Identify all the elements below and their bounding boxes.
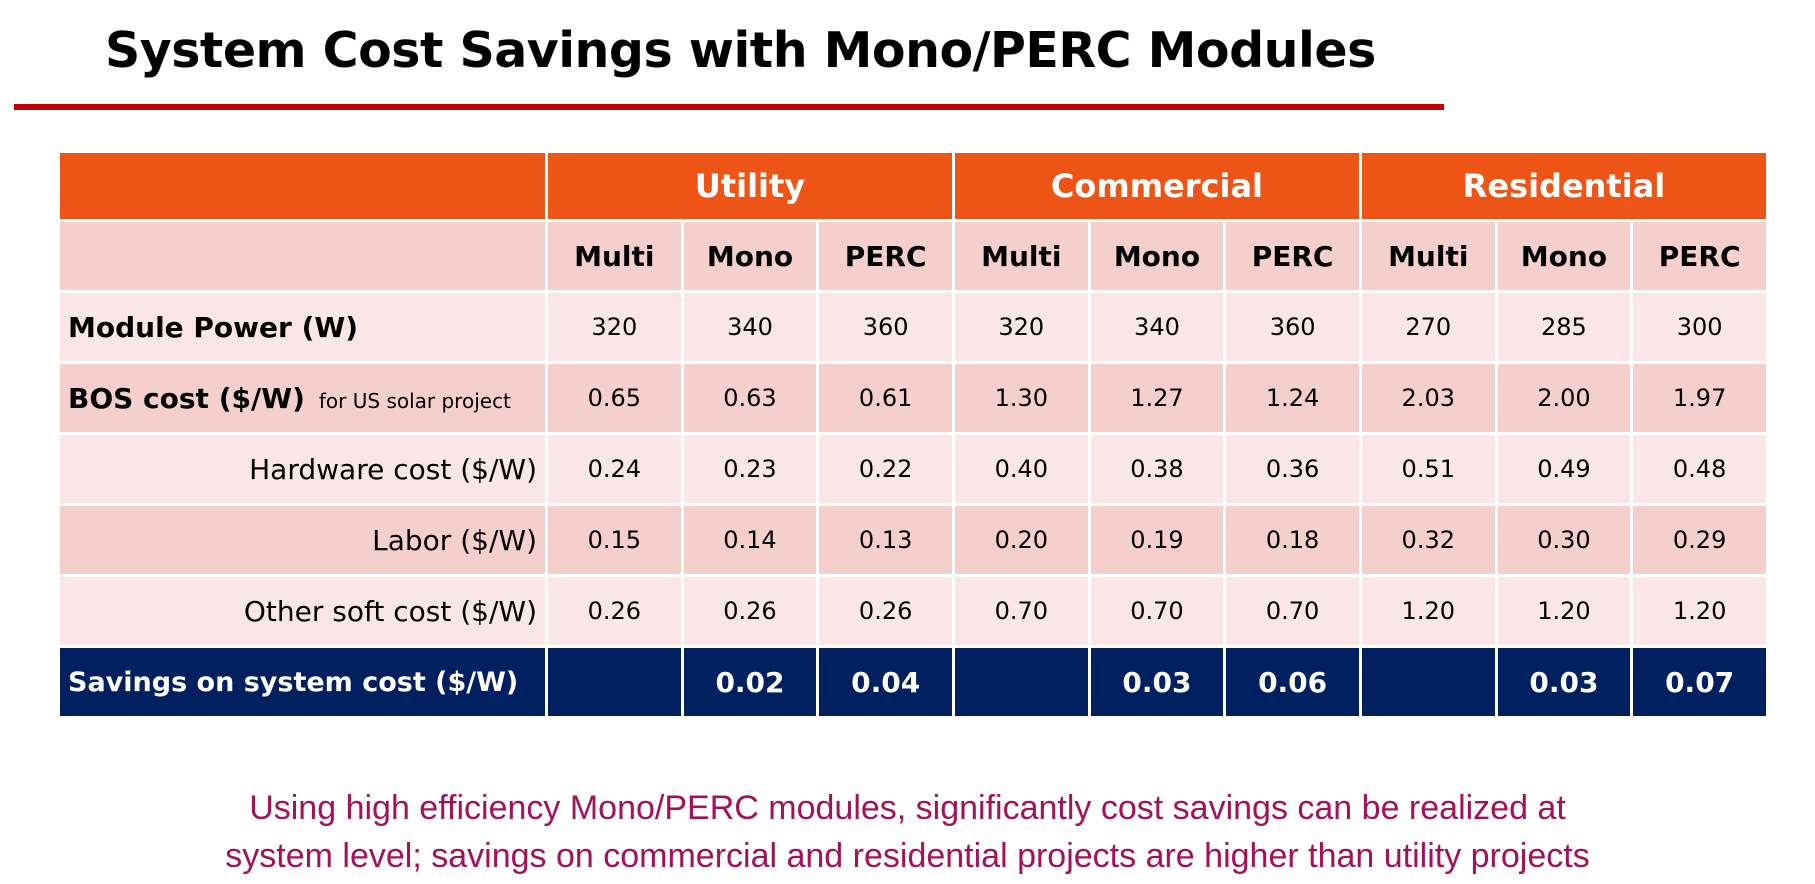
row-label: Other soft cost ($/W): [60, 577, 545, 645]
group-header-utility: Utility: [548, 153, 952, 219]
table-cell: 320: [954, 293, 1088, 361]
title-underline: [14, 104, 1444, 110]
subheader-cell: Multi: [954, 222, 1088, 290]
group-header-commercial: Commercial: [954, 153, 1359, 219]
conclusion-line: Using high efficiency Mono/PERC modules,…: [249, 789, 1566, 827]
slide-title: System Cost Savings with Mono/PERC Modul…: [105, 22, 1376, 79]
table-cell: 0.51: [1361, 435, 1495, 503]
subheader-cell: Multi: [548, 222, 681, 290]
table-cell: 0.19: [1090, 506, 1224, 574]
table-cell: 0.26: [548, 577, 681, 645]
table-cell: 0.26: [819, 577, 952, 645]
table-cell: 0.23: [683, 435, 817, 503]
subheader-cell: PERC: [1633, 222, 1766, 290]
row-label-text: Module Power (W): [68, 310, 359, 344]
table-cell: 340: [1090, 293, 1224, 361]
table-cell: 2.03: [1361, 364, 1495, 432]
table-cell: 0.48: [1633, 435, 1766, 503]
table-row-savings: Savings on system cost ($/W) 0.02 0.04 0…: [60, 648, 1766, 716]
conclusion-text: Using high efficiency Mono/PERC modules,…: [0, 784, 1815, 880]
table-cell: 0.36: [1226, 435, 1359, 503]
table-cell: 285: [1497, 293, 1631, 361]
table-cell: 1.20: [1497, 577, 1631, 645]
table-cell: 270: [1361, 293, 1495, 361]
table-cell: 0.63: [683, 364, 817, 432]
table-cell: 360: [819, 293, 952, 361]
table-cell: 1.20: [1633, 577, 1766, 645]
table-cell: 0.13: [819, 506, 952, 574]
header-corner-cell: [60, 153, 545, 219]
table-cell: 1.30: [954, 364, 1088, 432]
table-cell: 0.22: [819, 435, 952, 503]
table-cell: 360: [1226, 293, 1359, 361]
savings-cell: [954, 648, 1088, 716]
table-cell: 0.26: [683, 577, 817, 645]
group-header-row: Utility Commercial Residential: [60, 153, 1766, 219]
savings-cell: [548, 648, 681, 716]
subheader-row: Multi Mono PERC Multi Mono PERC Multi Mo…: [60, 222, 1766, 290]
table-cell: 0.65: [548, 364, 681, 432]
group-header-residential: Residential: [1361, 153, 1766, 219]
table-cell: 0.30: [1497, 506, 1631, 574]
subheader-cell: Mono: [1497, 222, 1631, 290]
savings-cell: 0.06: [1226, 648, 1359, 716]
subheader-cell: PERC: [819, 222, 952, 290]
row-label: Savings on system cost ($/W): [60, 648, 545, 716]
row-label-note: for US solar project: [318, 388, 511, 413]
table-row-module-power: Module Power (W) 320 340 360 320 340 360…: [60, 293, 1766, 361]
savings-cell: 0.07: [1633, 648, 1766, 716]
conclusion-line: system level; savings on commercial and …: [225, 837, 1590, 875]
row-label: Labor ($/W): [60, 506, 545, 574]
row-label: BOS cost ($/W) for US solar project: [60, 364, 545, 432]
table-cell: 2.00: [1497, 364, 1631, 432]
table-cell: 0.49: [1497, 435, 1631, 503]
row-label: Module Power (W): [60, 293, 545, 361]
savings-cell: 0.03: [1090, 648, 1224, 716]
table-cell: 0.15: [548, 506, 681, 574]
table-cell: 0.70: [1090, 577, 1224, 645]
table-cell: 0.18: [1226, 506, 1359, 574]
row-label-text: BOS cost ($/W): [68, 381, 305, 415]
savings-cell: 0.02: [683, 648, 817, 716]
table-row-other-soft-cost: Other soft cost ($/W) 0.26 0.26 0.26 0.7…: [60, 577, 1766, 645]
table-cell: 1.20: [1361, 577, 1495, 645]
table-cell: 0.24: [548, 435, 681, 503]
savings-cell: 0.03: [1497, 648, 1631, 716]
table-cell: 1.27: [1090, 364, 1224, 432]
table-cell: 0.70: [954, 577, 1088, 645]
subheader-corner-cell: [60, 222, 545, 290]
table-cell: 0.20: [954, 506, 1088, 574]
table-cell: 0.29: [1633, 506, 1766, 574]
subheader-cell: Mono: [1090, 222, 1224, 290]
table-cell: 0.32: [1361, 506, 1495, 574]
table-cell: 1.24: [1226, 364, 1359, 432]
subheader-cell: Multi: [1361, 222, 1495, 290]
table-cell: 0.70: [1226, 577, 1359, 645]
table-row-bos-cost: BOS cost ($/W) for US solar project 0.65 …: [60, 364, 1766, 432]
table-cell: 0.40: [954, 435, 1088, 503]
table-cell: 340: [683, 293, 817, 361]
cost-comparison-table: Utility Commercial Residential Multi Mon…: [57, 150, 1769, 719]
table-cell: 0.61: [819, 364, 952, 432]
subheader-cell: PERC: [1226, 222, 1359, 290]
table-cell: 0.14: [683, 506, 817, 574]
table-row-hardware-cost: Hardware cost ($/W) 0.24 0.23 0.22 0.40 …: [60, 435, 1766, 503]
table-row-labor: Labor ($/W) 0.15 0.14 0.13 0.20 0.19 0.1…: [60, 506, 1766, 574]
savings-cell: 0.04: [819, 648, 952, 716]
table-cell: 1.97: [1633, 364, 1766, 432]
table-cell: 320: [548, 293, 681, 361]
savings-cell: [1361, 648, 1495, 716]
row-label: Hardware cost ($/W): [60, 435, 545, 503]
table-cell: 300: [1633, 293, 1766, 361]
subheader-cell: Mono: [683, 222, 817, 290]
table-cell: 0.38: [1090, 435, 1224, 503]
